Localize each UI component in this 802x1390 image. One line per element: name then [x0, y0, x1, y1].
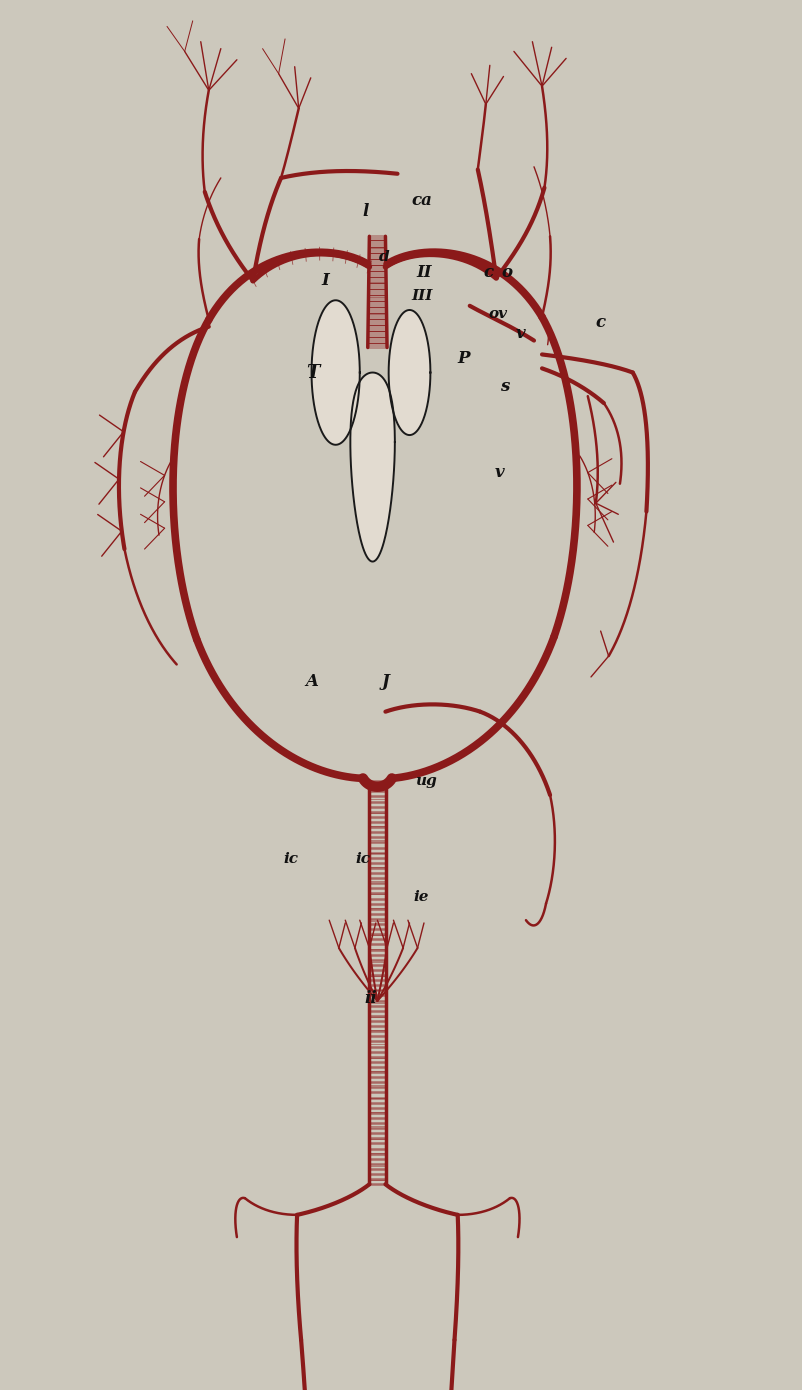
Polygon shape: [311, 300, 359, 445]
Text: o: o: [501, 264, 512, 281]
Text: ov: ov: [488, 307, 507, 321]
Text: v: v: [494, 464, 504, 481]
Text: c: c: [483, 264, 492, 281]
Text: A: A: [305, 673, 318, 689]
Text: III: III: [411, 289, 431, 303]
Text: ic: ic: [283, 852, 298, 866]
Text: s: s: [499, 378, 508, 395]
Text: ii: ii: [364, 990, 377, 1006]
Text: J: J: [381, 673, 389, 689]
Text: P: P: [457, 350, 470, 367]
Polygon shape: [350, 373, 395, 562]
Text: ie: ie: [412, 890, 428, 904]
Text: II: II: [415, 264, 431, 281]
Text: I: I: [321, 272, 329, 289]
Text: c: c: [595, 314, 605, 331]
Text: l: l: [362, 203, 368, 220]
Text: T: T: [306, 364, 319, 381]
Text: d: d: [378, 250, 389, 264]
Text: ug: ug: [414, 774, 436, 788]
Polygon shape: [388, 310, 430, 435]
Text: v: v: [515, 325, 525, 342]
Text: ic: ic: [355, 852, 370, 866]
Text: ca: ca: [411, 192, 431, 208]
